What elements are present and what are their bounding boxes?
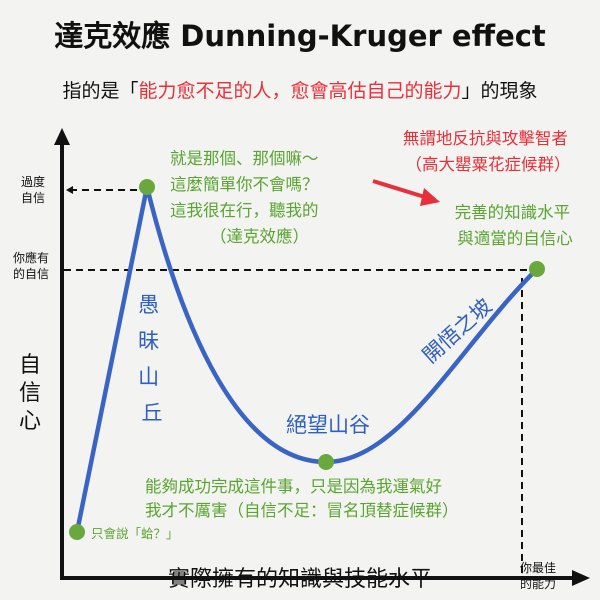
- x-axis-label: 實際擁有的知識與技能水平: [168, 567, 432, 592]
- red-arrow-head-icon: [420, 188, 440, 206]
- start-annotation: 只會說「蛤？」: [91, 526, 179, 541]
- tick-overconfidence: 過度自信: [21, 174, 45, 205]
- point-start: [69, 524, 85, 540]
- region-mount-stupid: 愚 昧 山 丘: [138, 293, 166, 425]
- tick-proper-confidence: 你應有的自信: [13, 250, 49, 281]
- point-valley: [318, 454, 334, 470]
- y-axis-label: 自信心: [19, 353, 41, 434]
- peak-annotation: 就是那個、那個嘛～ 這麼簡單你不會嗎？ 這我很在行，聽我的 （達克效應）: [170, 149, 324, 246]
- red-note: 無謂地反抗與攻擊智者 （高大罌粟花症候群）: [403, 129, 573, 174]
- point-plateau: [529, 261, 545, 277]
- guide-arrow-icon: [66, 186, 73, 194]
- point-peak: [139, 179, 155, 195]
- title: 達克效應 Dunning-Kruger effect: [54, 19, 546, 53]
- subtitle: 指的是「能力愈不足的人，愈會高估自己的能力」的現象: [62, 80, 537, 102]
- x-axis-arrow-icon: [572, 570, 590, 586]
- tick-best-ability: 你最佳的能力: [520, 561, 556, 591]
- valley-annotation: 能夠成功完成這件事，只是因為我運氣好 我才不厲害（自信不足：冒名頂替症候群）: [145, 477, 459, 520]
- red-arrow: [372, 179, 429, 200]
- y-axis-arrow-icon: [54, 128, 70, 145]
- region-valley-despair: 絕望山谷: [286, 413, 370, 437]
- plateau-annotation: 完善的知識水平 與適當的自信心: [455, 203, 576, 248]
